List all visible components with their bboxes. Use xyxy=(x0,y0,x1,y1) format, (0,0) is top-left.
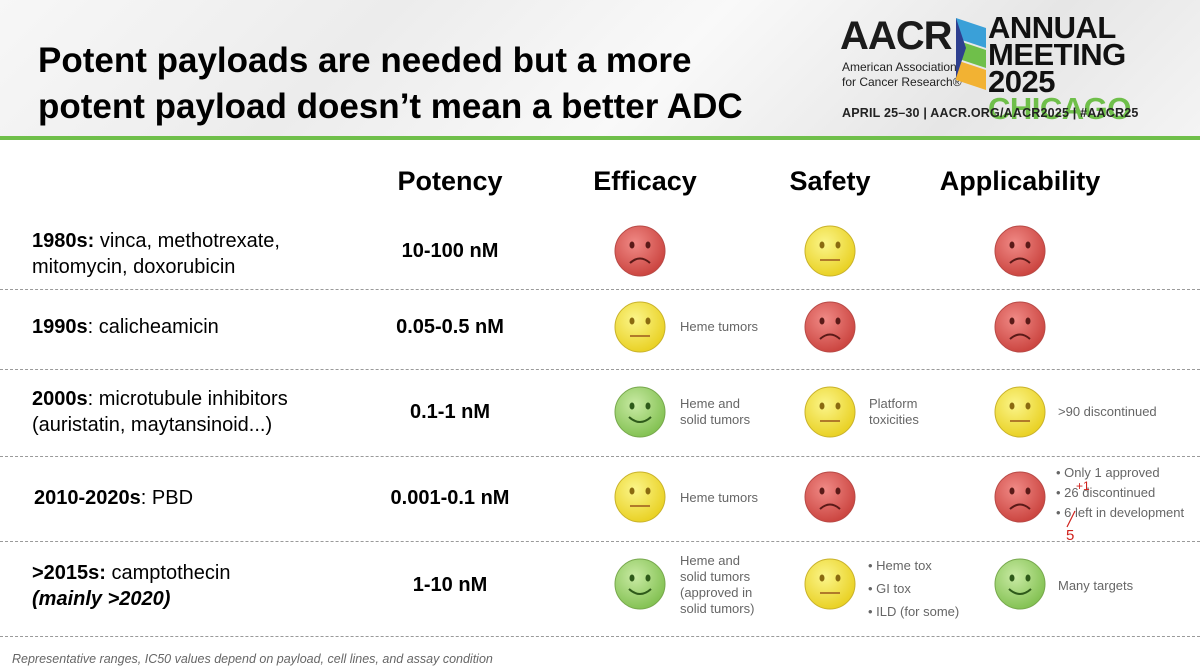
aacr-wordmark: AACR xyxy=(840,14,953,58)
sad-face-icon xyxy=(804,301,856,353)
sad-face-icon xyxy=(994,471,1046,523)
row-label: 2010-2020s: PBD xyxy=(34,487,194,509)
sad-face-icon xyxy=(804,471,856,523)
header-divider xyxy=(0,136,1200,140)
safety-bullets: • Heme tox • GI tox • ILD (for some) xyxy=(868,554,959,623)
column-header-safety: Safety xyxy=(789,166,871,196)
bullet-item: • Only 1 approved xyxy=(1056,465,1160,480)
slide-title: Potent payloads are needed but a more po… xyxy=(38,38,838,130)
sad-face-icon xyxy=(614,225,666,277)
title-line-2: potent payload doesn’t mean a better ADC xyxy=(38,87,743,126)
potency-value: 1-10 nM xyxy=(412,574,488,596)
potency-value: 10-100 nM xyxy=(401,240,499,262)
handwritten-plus-one: +1 xyxy=(1076,479,1090,493)
happy-face-icon xyxy=(614,386,666,438)
column-header-applicability: Applicability xyxy=(939,166,1101,196)
applicability-note: Many targets xyxy=(1058,578,1134,593)
potency-value: 0.05-0.5 nM xyxy=(396,316,504,338)
safety-note: Platform toxicities xyxy=(869,396,919,427)
column-header-potency: Potency xyxy=(397,166,503,196)
applicability-note: >90 discontinued xyxy=(1058,404,1157,419)
sad-face-icon xyxy=(994,225,1046,277)
efficacy-note: Heme and solid tumors xyxy=(680,396,751,427)
efficacy-note: Heme tumors xyxy=(680,490,759,505)
bullet-item: • 6 left in development xyxy=(1056,505,1185,520)
efficacy-note: Heme tumors xyxy=(680,319,759,334)
neutral-face-icon xyxy=(804,225,856,277)
happy-face-icon xyxy=(614,558,666,610)
annual-meeting-mark: ANNUAL MEETING 2025 CHICAGO xyxy=(988,10,1131,126)
aacr-logo: AACR American Association for Cancer Res… xyxy=(840,10,1190,129)
row-label: 2000s: microtubule inhibitors (auristati… xyxy=(32,388,288,436)
potency-value: 0.1-1 nM xyxy=(409,401,491,423)
row-divider xyxy=(0,369,1200,370)
potency-value: 0.001-0.1 nM xyxy=(390,487,510,509)
row-divider xyxy=(0,456,1200,457)
neutral-face-icon xyxy=(614,471,666,523)
neutral-face-icon xyxy=(994,386,1046,438)
neutral-face-icon xyxy=(804,558,856,610)
meeting-flag-icon xyxy=(956,18,986,90)
table-bottom-divider xyxy=(0,636,1200,637)
title-line-1: Potent payloads are needed but a more xyxy=(38,41,692,80)
bullet-item: • Heme tox xyxy=(868,558,932,573)
bullet-item: • ILD (for some) xyxy=(868,604,960,619)
handwritten-five: 5 xyxy=(1066,527,1075,544)
row-divider xyxy=(0,289,1200,290)
row-label: >2015s: camptothecin (mainly >2020) xyxy=(32,562,231,610)
happy-face-icon xyxy=(994,558,1046,610)
footnote: Representative ranges, IC50 values depen… xyxy=(12,652,493,666)
bullet-item: • GI tox xyxy=(868,581,911,596)
neutral-face-icon xyxy=(804,386,856,438)
applicability-bullets: • Only 1 approved • 26 discontinued • 6 … xyxy=(1056,463,1184,523)
row-label: 1990s: calicheamicin xyxy=(32,316,219,338)
sad-face-icon xyxy=(994,301,1046,353)
efficacy-note: Heme and solid tumors (approved in solid… xyxy=(680,553,755,616)
meeting-dates: APRIL 25–30 | AACR.ORG/AACR2025 | #AACR2… xyxy=(842,106,1139,120)
neutral-face-icon xyxy=(614,301,666,353)
column-header-efficacy: Efficacy xyxy=(593,166,697,196)
row-label: 1980s: vinca, methotrexate, mitomycin, d… xyxy=(32,230,280,278)
aacr-org-name: American Association for Cancer Research… xyxy=(842,60,962,89)
row-divider xyxy=(0,541,1200,542)
bullet-item: • 26 discontinued xyxy=(1056,485,1156,500)
header-banner xyxy=(0,0,1200,136)
handwritten-strike-icon xyxy=(1066,510,1076,528)
